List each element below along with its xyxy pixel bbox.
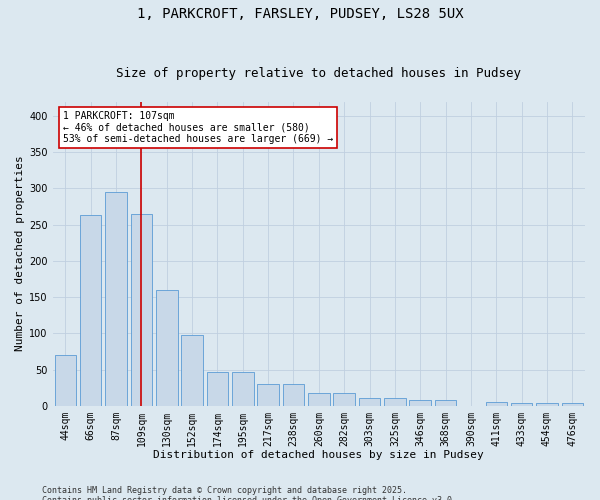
Bar <box>156 290 178 406</box>
Bar <box>485 402 507 406</box>
Bar <box>232 372 254 406</box>
Bar <box>308 394 329 406</box>
Bar <box>334 394 355 406</box>
Bar <box>206 372 228 406</box>
Bar <box>384 398 406 406</box>
Bar <box>131 214 152 406</box>
X-axis label: Distribution of detached houses by size in Pudsey: Distribution of detached houses by size … <box>154 450 484 460</box>
Bar <box>80 215 101 406</box>
Bar <box>536 403 558 406</box>
Bar <box>435 400 457 406</box>
Text: 1, PARKCROFT, FARSLEY, PUDSEY, LS28 5UX: 1, PARKCROFT, FARSLEY, PUDSEY, LS28 5UX <box>137 8 463 22</box>
Y-axis label: Number of detached properties: Number of detached properties <box>15 156 25 352</box>
Title: Size of property relative to detached houses in Pudsey: Size of property relative to detached ho… <box>116 66 521 80</box>
Bar <box>283 384 304 406</box>
Bar <box>409 400 431 406</box>
Text: Contains public sector information licensed under the Open Government Licence v3: Contains public sector information licen… <box>42 496 457 500</box>
Bar <box>55 355 76 406</box>
Text: Contains HM Land Registry data © Crown copyright and database right 2025.: Contains HM Land Registry data © Crown c… <box>42 486 407 495</box>
Bar <box>181 334 203 406</box>
Bar <box>511 403 532 406</box>
Bar <box>105 192 127 406</box>
Bar <box>257 384 279 406</box>
Bar <box>359 398 380 406</box>
Bar <box>562 403 583 406</box>
Text: 1 PARKCROFT: 107sqm
← 46% of detached houses are smaller (580)
53% of semi-detac: 1 PARKCROFT: 107sqm ← 46% of detached ho… <box>63 110 334 144</box>
